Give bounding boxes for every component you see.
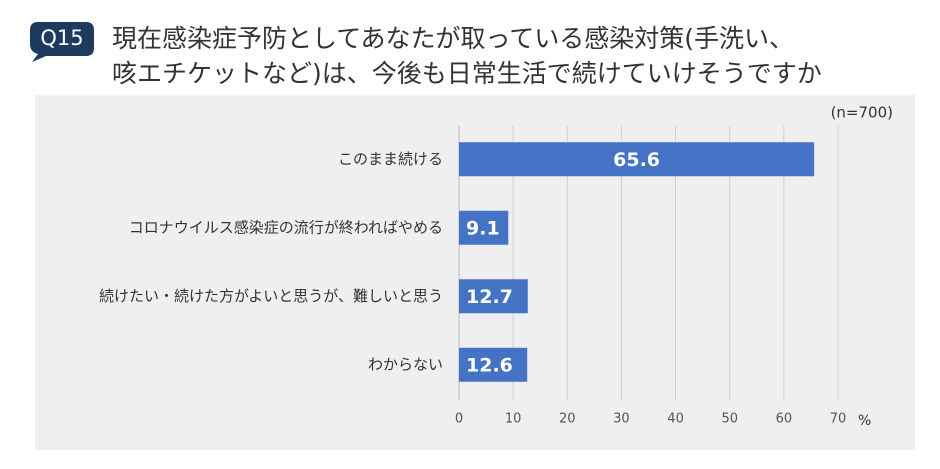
value-label: 12.7 bbox=[466, 286, 513, 308]
x-tick-label: 40 bbox=[667, 412, 684, 427]
x-tick-label: 20 bbox=[559, 412, 576, 427]
y-tick-label: 続けたい・続けた方がよいと思うが、難しいと思う bbox=[99, 287, 443, 305]
chart-title: 現在感染症予防としてあなたが取っている感染対策(手洗い、 bbox=[112, 24, 794, 53]
x-tick-label: 70 bbox=[830, 412, 847, 427]
y-tick-label: コロナウイルス感染症の流行が終わればやめる bbox=[129, 218, 443, 236]
annotation: (n=700) bbox=[831, 104, 893, 122]
bar bbox=[459, 210, 509, 245]
y-tick-label: このまま続ける bbox=[338, 150, 443, 168]
y-tick-label: わからない bbox=[368, 355, 443, 373]
badge-label: Q15 bbox=[40, 26, 83, 50]
bar bbox=[459, 142, 815, 177]
x-tick-label: 10 bbox=[505, 412, 522, 427]
x-tick-label: 30 bbox=[613, 412, 630, 427]
x-axis-label: % bbox=[858, 413, 871, 429]
badge-shape bbox=[30, 22, 94, 62]
bar bbox=[459, 347, 528, 382]
value-label: 65.6 bbox=[613, 149, 660, 171]
x-tick-label: 60 bbox=[776, 412, 793, 427]
chart-title: 咳エチケットなど)は、今後も日常生活で続けていけそうですか bbox=[112, 59, 822, 88]
value-label: 12.6 bbox=[466, 354, 513, 376]
bar bbox=[459, 279, 528, 314]
value-label: 9.1 bbox=[466, 217, 500, 239]
x-tick-label: 0 bbox=[455, 412, 463, 427]
x-tick-label: 50 bbox=[721, 412, 738, 427]
